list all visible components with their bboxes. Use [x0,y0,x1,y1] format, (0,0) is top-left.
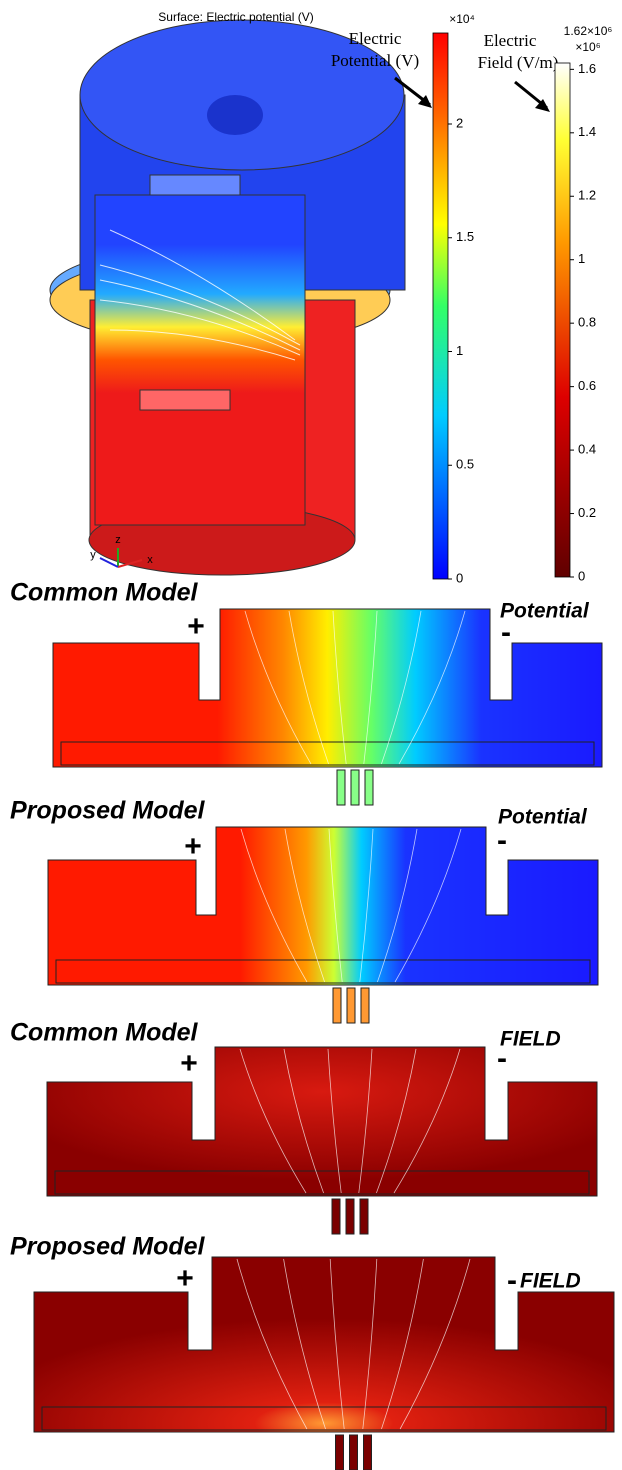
panel-kind: Potential [500,600,590,623]
plus-sign: + [187,610,205,643]
colorbar-tick-label: 0.4 [578,442,596,457]
model-3d [50,20,405,575]
colorbar-multiplier: ×10⁶ [575,40,600,54]
electrode [333,988,341,1023]
colorbar-tick-label: 1.2 [578,188,596,203]
colorbar-label: Field (V/m) [478,53,559,72]
minus-sign: - [507,1264,517,1297]
colorbar-tick-label: 1.4 [578,124,596,139]
colorbar-label: Electric [484,31,537,50]
electrode [332,1199,340,1234]
panel-title: Common Model [10,1019,199,1047]
colorbar-tick-label: 0 [456,570,463,585]
figure: Surface: Electric potential (V) z y x El… [0,0,622,1470]
top-title: Surface: Electric potential (V) [158,10,313,24]
minus-sign: - [501,616,511,649]
electrode [360,1199,368,1234]
colorbar-max-label: 1.62×10⁶ [564,24,613,38]
colorbar-tick-label: 1.5 [456,229,474,244]
minus-sign: - [497,1042,507,1075]
colorbar-label: Electric [349,29,402,48]
colorbar-tick-label: 0.6 [578,378,596,393]
simulation-domain [53,609,602,767]
panel-kind: FIELD [520,1270,581,1293]
axis-label: x [147,554,153,566]
electrode [337,770,345,805]
plus-sign: + [184,830,202,863]
colorbar-tick-label: 1 [456,343,463,358]
colorbar-tick-label: 1.6 [578,61,596,76]
electrode [361,988,369,1023]
colorbar-tick-label: 2 [456,115,463,130]
colorbar [555,63,570,577]
simulation-domain [48,827,598,985]
electrode [350,1435,358,1470]
colorbar-tick-label: 0.5 [456,457,474,472]
colorbar-tick-label: 0.8 [578,315,596,330]
panel-kind: FIELD [500,1028,561,1051]
panel-title: Proposed Model [10,1233,206,1261]
panel-title: Proposed Model [10,797,206,825]
axis-label: y [90,549,96,561]
plus-sign: + [176,1262,194,1295]
electrode [346,1199,354,1234]
colorbar [433,33,448,579]
panel-title: Common Model [10,579,199,607]
electrode [365,770,373,805]
plus-sign: + [180,1047,198,1080]
minus-sign: - [497,824,507,857]
colorbar-multiplier: ×10⁴ [449,12,475,26]
colorbar-label: Potential (V) [331,51,419,70]
electrode [351,770,359,805]
colorbar-tick-label: 0 [578,568,585,583]
electrode [364,1435,372,1470]
colorbar-tick-label: 1 [578,251,585,266]
colorbar-tick-label: 0.2 [578,505,596,520]
axis-label: z [115,534,121,546]
figure-canvas: Surface: Electric potential (V) z y x El… [0,0,622,1470]
panel-kind: Potential [498,806,588,829]
electrode [347,988,355,1023]
electrode [336,1435,344,1470]
simulation-domain [47,1047,597,1196]
